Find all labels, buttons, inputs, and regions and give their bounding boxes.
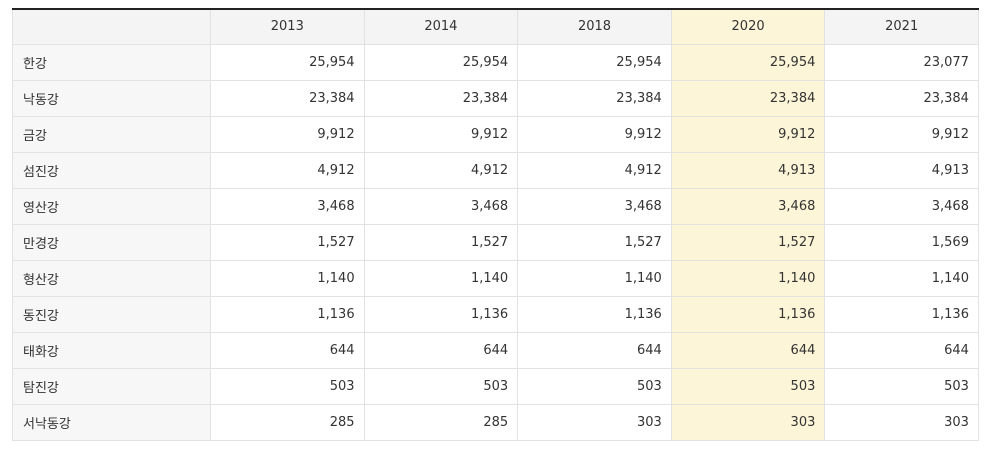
table-cell: 4,912 [363,152,518,189]
table-cell: 25,954 [363,44,518,81]
table-row: 낙동강 23,384 23,384 23,384 23,384 23,384 [12,80,979,117]
table-cell-highlighted: 1,140 [670,260,825,297]
table-cell: 644 [363,332,518,369]
table-cell-highlighted: 4,913 [670,152,825,189]
table-cell: 1,136 [363,296,518,333]
table-cell: 1,140 [363,260,518,297]
table-cell: 25,954 [517,44,672,81]
table-cell-highlighted: 1,136 [670,296,825,333]
table-cell: 1,136 [824,296,979,333]
table-cell: 285 [363,404,518,441]
table-row: 영산강 3,468 3,468 3,468 3,468 3,468 [12,188,979,225]
table-row: 한강 25,954 25,954 25,954 25,954 23,077 [12,44,979,81]
row-label: 동진강 [12,296,211,333]
table-cell: 644 [824,332,979,369]
table-row: 태화강 644 644 644 644 644 [12,332,979,369]
row-label: 서낙동강 [12,404,211,441]
table-cell: 3,468 [824,188,979,225]
table-cell: 303 [824,404,979,441]
table-cell: 23,384 [210,80,365,117]
table-cell: 23,077 [824,44,979,81]
table-cell: 285 [210,404,365,441]
table-cell: 644 [517,332,672,369]
table-row: 서낙동강 285 285 303 303 303 [12,404,979,441]
table-cell-highlighted: 3,468 [670,188,825,225]
table-cell-highlighted: 644 [670,332,825,369]
table-cell-highlighted: 9,912 [670,116,825,153]
table-cell: 1,140 [210,260,365,297]
row-label: 만경강 [12,224,211,261]
table-cell: 1,527 [363,224,518,261]
table-cell-highlighted: 303 [670,404,825,441]
column-header: 2021 [824,9,979,45]
data-table: 2013 2014 2018 2020 2021 한강 25,954 25,954 2… [12,8,979,441]
table-row: 탐진강 503 503 503 503 503 [12,368,979,405]
table-header-row: 2013 2014 2018 2020 2021 [12,9,979,45]
row-label: 탐진강 [12,368,211,405]
table-row: 동진강 1,136 1,136 1,136 1,136 1,136 [12,296,979,333]
table-cell: 4,912 [517,152,672,189]
table-cell-highlighted: 1,527 [670,224,825,261]
table-cell: 9,912 [824,116,979,153]
table-cell: 9,912 [517,116,672,153]
table-row: 섬진강 4,912 4,912 4,912 4,913 4,913 [12,152,979,189]
table-cell: 1,136 [210,296,365,333]
column-header: 2013 [210,9,365,45]
table-cell: 3,468 [517,188,672,225]
column-header-highlighted: 2020 [670,9,825,45]
table-row: 형산강 1,140 1,140 1,140 1,140 1,140 [12,260,979,297]
table-cell: 1,527 [517,224,672,261]
table-corner-cell [12,9,211,45]
table-cell: 1,527 [210,224,365,261]
table-cell: 1,140 [517,260,672,297]
table-row: 금강 9,912 9,912 9,912 9,912 9,912 [12,116,979,153]
row-label: 태화강 [12,332,211,369]
column-header: 2014 [363,9,518,45]
table-cell: 644 [210,332,365,369]
table-cell: 503 [517,368,672,405]
table-cell: 503 [363,368,518,405]
row-label: 금강 [12,116,211,153]
table-cell: 1,136 [517,296,672,333]
table-row: 만경강 1,527 1,527 1,527 1,527 1,569 [12,224,979,261]
table-cell: 9,912 [210,116,365,153]
table-cell: 503 [210,368,365,405]
table-cell: 1,140 [824,260,979,297]
row-label: 한강 [12,44,211,81]
table-cell: 4,912 [210,152,365,189]
data-table-container: 2013 2014 2018 2020 2021 한강 25,954 25,954 2… [12,8,979,441]
table-cell-highlighted: 25,954 [670,44,825,81]
row-label: 낙동강 [12,80,211,117]
table-cell-highlighted: 23,384 [670,80,825,117]
table-cell-highlighted: 503 [670,368,825,405]
table-cell: 4,913 [824,152,979,189]
table-cell: 23,384 [824,80,979,117]
table-cell: 3,468 [363,188,518,225]
table-cell: 3,468 [210,188,365,225]
table-cell: 23,384 [517,80,672,117]
column-header: 2018 [517,9,672,45]
table-cell: 303 [517,404,672,441]
row-label: 영산강 [12,188,211,225]
row-label: 형산강 [12,260,211,297]
table-cell: 25,954 [210,44,365,81]
row-label: 섬진강 [12,152,211,189]
table-cell: 1,569 [824,224,979,261]
table-cell: 9,912 [363,116,518,153]
table-cell: 23,384 [363,80,518,117]
table-cell: 503 [824,368,979,405]
